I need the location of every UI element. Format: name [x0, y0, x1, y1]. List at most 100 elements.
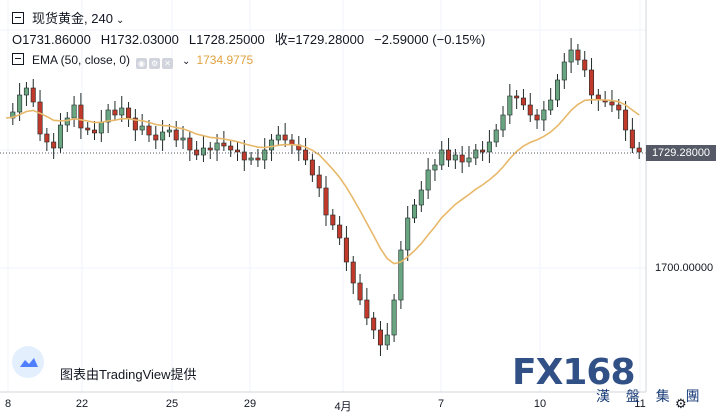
- time-axis-label: 8: [4, 398, 12, 410]
- candle-body: [616, 104, 622, 111]
- interval-label[interactable]: 240: [91, 11, 113, 26]
- candle-body: [269, 139, 275, 151]
- candle-body: [561, 61, 567, 81]
- change-value: −2.59000 (−0.15%): [374, 32, 486, 47]
- candle-body: [439, 149, 445, 166]
- candles-layer: [10, 38, 642, 356]
- candle-body: [187, 137, 193, 151]
- candle-body: [85, 127, 91, 131]
- candle-body: [432, 164, 438, 171]
- ohlc-legend: O1731.86000 H1732.03000 L1728.25000 收=1729.…: [12, 29, 495, 48]
- candle-body: [64, 117, 70, 126]
- candle-body: [51, 141, 57, 149]
- candle-body: [398, 249, 404, 301]
- eye-icon[interactable]: ◉: [136, 58, 148, 69]
- candle-body: [412, 204, 418, 219]
- candle-body: [405, 217, 411, 251]
- candle-body: [357, 282, 363, 301]
- candle-body: [200, 147, 206, 156]
- symbol-name[interactable]: 现货黄金: [32, 11, 85, 26]
- candle-body: [160, 131, 166, 141]
- candle-body: [418, 189, 424, 206]
- chevron-down-icon[interactable]: ⌄: [115, 15, 125, 26]
- candle-body: [323, 187, 329, 216]
- candle-body: [30, 87, 36, 103]
- candle-body: [126, 107, 132, 119]
- candle-body: [350, 261, 356, 284]
- candle-body: [255, 157, 261, 161]
- candle-body: [207, 147, 213, 151]
- candle-body: [534, 114, 540, 121]
- close-icon[interactable]: ✕: [162, 58, 174, 69]
- indicator-name[interactable]: EMA (50, close, 0): [32, 53, 131, 67]
- candle-body: [228, 145, 234, 151]
- candle-body: [132, 117, 138, 131]
- tradingview-logo-icon[interactable]: [12, 346, 44, 378]
- candle-body: [112, 109, 118, 116]
- price-axis-label: 1700.00000: [655, 262, 714, 274]
- candle-body: [623, 109, 629, 131]
- candle-body: [98, 121, 104, 134]
- candle-body: [480, 149, 486, 153]
- candle-body: [275, 134, 281, 141]
- candle-body: [241, 151, 247, 161]
- candle-body: [473, 149, 479, 159]
- current-price-tag: 1729.28000: [646, 145, 716, 161]
- candle-body: [377, 329, 383, 346]
- candle-body: [568, 49, 574, 63]
- candle-body: [337, 224, 343, 239]
- candle-body: [582, 59, 588, 71]
- candle-body: [105, 109, 111, 123]
- open-value: O1731.86000: [12, 32, 91, 47]
- candle-body: [330, 214, 336, 226]
- candle-body: [44, 133, 50, 143]
- candle-body: [466, 157, 472, 163]
- close-value: 收=1729.28000: [274, 32, 365, 47]
- candle-body: [527, 104, 533, 116]
- watermark-subtitle: 漢 盤 集 團: [596, 388, 706, 404]
- candle-body: [589, 69, 595, 96]
- time-axis-label: 22: [75, 398, 89, 410]
- candle-body: [71, 104, 77, 119]
- candle-body: [173, 129, 179, 141]
- candle-body: [520, 97, 526, 106]
- candle-body: [493, 129, 499, 143]
- candle-body: [446, 149, 452, 161]
- candle-body: [153, 134, 159, 141]
- indicator-legend[interactable]: EMA (50, close, 0) ◉ ⚙ ✕ ⌄ 1734.9775: [12, 53, 253, 69]
- candle-body: [221, 142, 227, 147]
- candle-body: [507, 95, 513, 116]
- hide-icon[interactable]: [12, 12, 24, 24]
- candle-body: [554, 79, 560, 101]
- candle-body: [548, 99, 554, 111]
- time-axis-label: 11: [634, 398, 646, 410]
- candle-body: [575, 49, 581, 61]
- candle-body: [316, 174, 322, 189]
- indicator-value: 1734.9775: [196, 53, 254, 67]
- time-axis-label: 25: [165, 398, 179, 410]
- candle-body: [139, 125, 145, 131]
- candle-body: [282, 134, 288, 141]
- candle-body: [37, 101, 43, 135]
- candle-body: [234, 149, 240, 153]
- time-axis-label: 10: [533, 398, 547, 410]
- candle-body: [92, 129, 98, 134]
- candle-body: [262, 149, 268, 161]
- fx168-watermark: FX168: [512, 352, 635, 393]
- candle-body: [248, 157, 254, 161]
- candle-body: [119, 107, 125, 116]
- hide-icon[interactable]: [12, 53, 24, 65]
- symbol-legend[interactable]: 现货黄金, 240 ⌄: [12, 8, 124, 27]
- candle-body: [303, 149, 309, 161]
- settings-icon[interactable]: ⚙: [149, 58, 161, 69]
- candle-body: [486, 141, 492, 153]
- candle-body: [309, 159, 315, 176]
- candle-body: [391, 299, 397, 336]
- time-axis-label: 29: [243, 398, 257, 410]
- chevron-down-icon[interactable]: ⌄: [182, 56, 191, 67]
- tradingview-attribution[interactable]: 图表由TradingView提供: [60, 367, 197, 382]
- ema-line: [5, 98, 640, 265]
- gear-icon[interactable]: ⚙: [675, 396, 687, 411]
